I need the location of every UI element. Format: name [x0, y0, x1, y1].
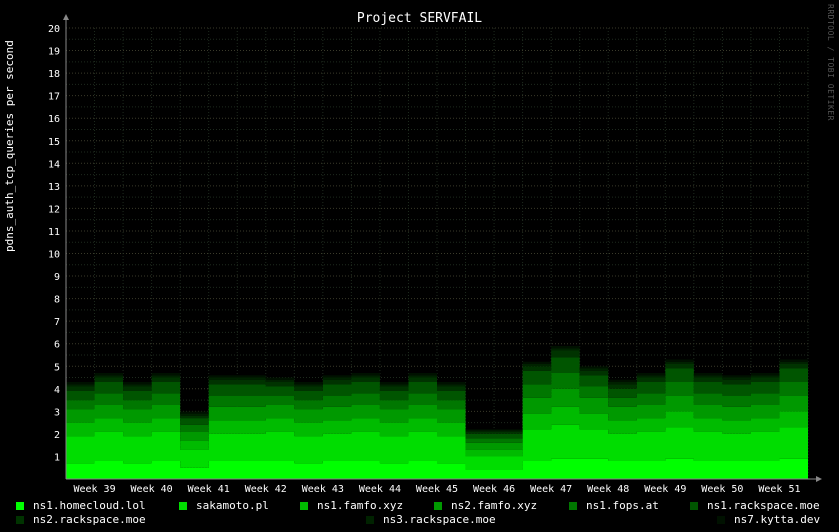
series-area-5 [66, 357, 808, 439]
legend-label: ns7.kytta.dev [734, 513, 821, 526]
legend-item: ns1.homecloud.lol [16, 499, 146, 512]
legend-item: ns1.rackspace.moe [690, 499, 820, 512]
x-tick-label: Week 49 [644, 484, 686, 495]
legend-label: ns1.rackspace.moe [707, 499, 820, 512]
y-tick-label: 10 [48, 250, 60, 261]
y-axis-arrow [63, 14, 69, 20]
x-tick-label: Week 43 [302, 484, 344, 495]
legend-item: ns2.rackspace.moe [16, 513, 146, 526]
series-area-4 [66, 373, 808, 443]
series-area-0 [66, 458, 808, 479]
y-tick-label: 8 [54, 295, 60, 306]
y-tick-label: 20 [48, 24, 60, 35]
x-tick-label: Week 46 [473, 484, 515, 495]
y-tick-label: 19 [48, 47, 60, 58]
x-tick-label: Week 47 [530, 484, 572, 495]
y-tick-label: 2 [54, 430, 60, 441]
series-area-2 [66, 406, 808, 457]
series-area-3 [66, 388, 808, 450]
x-tick-label: Week 39 [73, 484, 115, 495]
legend-swatch [434, 501, 442, 510]
legend-label: sakamoto.pl [196, 499, 269, 512]
y-tick-label: 14 [48, 159, 60, 170]
legend-swatch [16, 501, 24, 510]
series-area-1 [66, 424, 808, 470]
legend-swatch [569, 501, 577, 510]
legend-label: ns1.homecloud.lol [33, 499, 146, 512]
legend-swatch [179, 501, 187, 510]
x-tick-label: Week 51 [758, 484, 800, 495]
legend-label: ns1.famfo.xyz [317, 499, 404, 512]
y-tick-label: 1 [54, 452, 60, 463]
y-tick-label: 7 [54, 317, 60, 328]
legend-label: ns1.fops.at [586, 499, 659, 512]
y-tick-label: 6 [54, 340, 60, 351]
y-tick-label: 12 [48, 204, 60, 215]
y-tick-label: 11 [48, 227, 60, 238]
legend-item: ns3.rackspace.moe [366, 513, 496, 526]
watermark: RRDTOOL / TOBI OETIKER [826, 4, 835, 121]
x-tick-label: Week 50 [701, 484, 743, 495]
x-tick-label: Week 42 [245, 484, 287, 495]
legend-swatch [300, 501, 308, 510]
legend-item: ns7.kytta.dev [717, 513, 820, 526]
y-tick-label: 17 [48, 92, 60, 103]
legend-item: sakamoto.pl [179, 499, 269, 512]
y-axis-label: pdns_auth_tcp_queries per second [3, 40, 16, 252]
y-tick-label: 15 [48, 137, 60, 148]
legend-swatch [366, 515, 374, 524]
legend: ns1.homecloud.lol sakamoto.pl ns1.famfo.xy… [0, 496, 839, 532]
legend-label: ns2.famfo.xyz [451, 499, 538, 512]
x-axis-arrow [816, 476, 822, 482]
y-tick-label: 16 [48, 114, 60, 125]
x-tick-label: Week 40 [131, 484, 173, 495]
legend-item: ns2.famfo.xyz [434, 499, 537, 512]
legend-label: ns2.rackspace.moe [33, 513, 146, 526]
legend-swatch [717, 515, 725, 524]
y-tick-label: 13 [48, 182, 60, 193]
x-tick-label: Week 44 [359, 484, 401, 495]
legend-swatch [690, 501, 698, 510]
legend-item: ns1.fops.at [569, 499, 659, 512]
x-tick-label: Week 45 [416, 484, 458, 495]
legend-label: ns3.rackspace.moe [383, 513, 496, 526]
y-tick-label: 18 [48, 69, 60, 80]
x-tick-label: Week 48 [587, 484, 629, 495]
legend-item: ns1.famfo.xyz [300, 499, 403, 512]
y-tick-label: 3 [54, 407, 60, 418]
chart-title: Project SERVFAIL [356, 11, 483, 26]
y-tick-label: 9 [54, 272, 60, 283]
legend-swatch [16, 515, 24, 524]
y-tick-label: 4 [54, 385, 60, 396]
y-tick-label: 5 [54, 362, 60, 373]
x-tick-label: Week 41 [188, 484, 230, 495]
